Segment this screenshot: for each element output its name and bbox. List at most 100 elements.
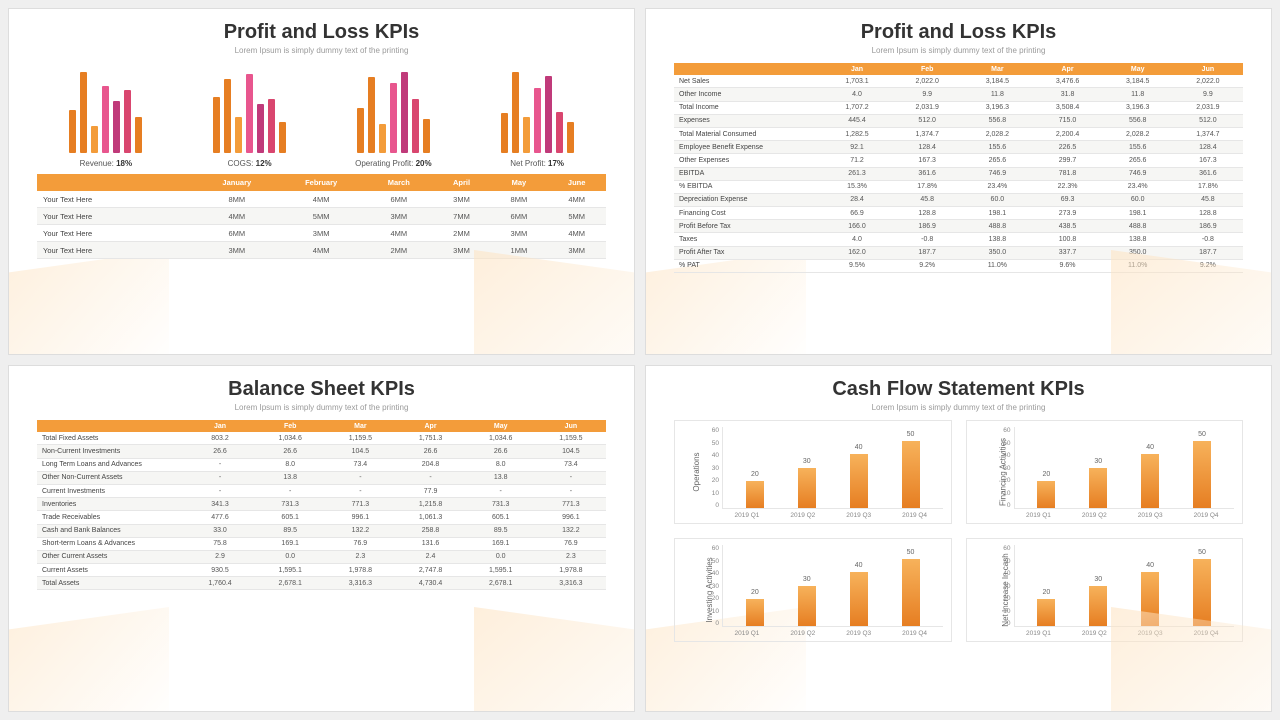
table-row: Your Text Here8MM4MM6MM3MM8MM4MM bbox=[37, 191, 606, 208]
chart-bar bbox=[523, 117, 530, 153]
table-row: % EBITDA15.3%17.8%23.4%22.3%23.4%17.8% bbox=[674, 180, 1243, 193]
chart-bar bbox=[224, 79, 231, 153]
slide-3: Balance Sheet KPIs Lorem Ipsum is simply… bbox=[8, 365, 635, 712]
slide2-table: JanFebMarAprMayJunNet Sales1,703.12,022.… bbox=[674, 63, 1243, 273]
slide3-table: JanFebMarAprMayJunTotal Fixed Assets803.… bbox=[37, 420, 606, 590]
bar-group-label: COGS: 12% bbox=[187, 159, 313, 168]
table-row: Current Investments---77.9-- bbox=[37, 484, 606, 497]
chart-bar: 40 bbox=[1141, 572, 1159, 626]
table-row: Total Material Consumed1,282.51,374.72,0… bbox=[674, 127, 1243, 140]
chart-bar bbox=[534, 88, 541, 153]
chart-bar bbox=[257, 104, 264, 154]
chart-bar bbox=[545, 76, 552, 153]
table-row: Net Sales1,703.12,022.03,184.53,476.63,1… bbox=[674, 75, 1243, 88]
table-header bbox=[674, 63, 822, 75]
chart-bar: 50 bbox=[1193, 441, 1211, 509]
chart-bar: 20 bbox=[746, 599, 764, 626]
chart-bar bbox=[268, 99, 275, 153]
chart-bar bbox=[135, 117, 142, 153]
mini-chart: Net Increase In cash60504030201002030405… bbox=[966, 538, 1244, 642]
mini-chart: Financing Activities60504030201002030405… bbox=[966, 420, 1244, 524]
table-row: Profit Before Tax166.0186.9488.8438.5488… bbox=[674, 220, 1243, 233]
chart-bar bbox=[423, 119, 430, 153]
chart-bar bbox=[512, 72, 519, 153]
table-header: February bbox=[277, 174, 365, 191]
table-row: Your Text Here4MM5MM3MM7MM6MM5MM bbox=[37, 208, 606, 225]
chart-bar bbox=[213, 97, 220, 153]
table-row: Other Expenses71.2167.3265.6299.7265.616… bbox=[674, 154, 1243, 167]
chart-ylabel: Operations bbox=[692, 452, 701, 491]
table-row: Long Term Loans and Advances-8.073.4204.… bbox=[37, 458, 606, 471]
table-header: May bbox=[466, 420, 536, 432]
table-row: Cash and Bank Balances33.089.5132.2258.8… bbox=[37, 524, 606, 537]
chart-bar: 30 bbox=[1089, 468, 1107, 509]
mini-chart: Operations6050403020100203040502019 Q120… bbox=[674, 420, 952, 524]
slide-2: Profit and Loss KPIs Lorem Ipsum is simp… bbox=[645, 8, 1272, 355]
table-row: Your Text Here3MM4MM2MM3MM1MM3MM bbox=[37, 242, 606, 259]
table-row: Inventories341.3731.3771.31,215.8731.377… bbox=[37, 498, 606, 511]
chart-bar: 40 bbox=[850, 572, 868, 626]
bar-group: Revenue: 18% bbox=[43, 63, 169, 168]
table-header: June bbox=[547, 174, 606, 191]
chart-bar: 50 bbox=[902, 441, 920, 509]
table-row: Total Income1,707.22,031.93,196.33,508.4… bbox=[674, 101, 1243, 114]
chart-bar: 40 bbox=[850, 454, 868, 508]
table-header: May bbox=[490, 174, 547, 191]
mini-chart: Investing Activities60504030201002030405… bbox=[674, 538, 952, 642]
table-row: Non-Current Investments26.626.6104.526.6… bbox=[37, 445, 606, 458]
slide3-title: Balance Sheet KPIs bbox=[37, 378, 606, 401]
chart-bar bbox=[235, 117, 242, 153]
table-row: EBITDA261.3361.6746.9781.8746.9361.6 bbox=[674, 167, 1243, 180]
chart-bar bbox=[501, 113, 508, 153]
table-header: Jan bbox=[185, 420, 255, 432]
table-row: Total Assets1,760.42,678.13,316.34,730.4… bbox=[37, 577, 606, 590]
table-header: March bbox=[365, 174, 433, 191]
table-row: Financing Cost66.9128.8198.1273.9198.112… bbox=[674, 207, 1243, 220]
chart-bar bbox=[357, 108, 364, 153]
chart-bar bbox=[556, 112, 563, 153]
bar-group: Operating Profit: 20% bbox=[331, 63, 457, 168]
table-row: Profit After Tax162.0187.7350.0337.7350.… bbox=[674, 246, 1243, 259]
slide1-table: JanuaryFebruaryMarchAprilMayJuneYour Tex… bbox=[37, 174, 606, 259]
table-header: Mar bbox=[325, 420, 395, 432]
bar-group: COGS: 12% bbox=[187, 63, 313, 168]
chart-bar bbox=[113, 101, 120, 153]
table-row: Taxes4.0-0.8138.8100.8138.8-0.8 bbox=[674, 233, 1243, 246]
table-header: Apr bbox=[1032, 63, 1102, 75]
slide-4: Cash Flow Statement KPIs Lorem Ipsum is … bbox=[645, 365, 1272, 712]
chart-bar bbox=[368, 77, 375, 154]
table-row: % PAT9.5%9.2%11.0%9.6%11.0%9.2% bbox=[674, 259, 1243, 272]
table-row: Trade Receivables477.6605.1996.11,061.36… bbox=[37, 511, 606, 524]
chart-bar bbox=[124, 90, 131, 153]
slide1-subtitle: Lorem Ipsum is simply dummy text of the … bbox=[37, 46, 606, 55]
chart-bar bbox=[412, 99, 419, 153]
table-header: Feb bbox=[892, 63, 962, 75]
chart-bar: 30 bbox=[798, 586, 816, 627]
slide-1: Profit and Loss KPIs Lorem Ipsum is simp… bbox=[8, 8, 635, 355]
chart-bar bbox=[390, 83, 397, 153]
table-header: Apr bbox=[395, 420, 465, 432]
table-row: Total Fixed Assets803.21,034.61,159.51,7… bbox=[37, 432, 606, 445]
table-row: Employee Benefit Expense92.1128.4155.622… bbox=[674, 141, 1243, 154]
chart-bar: 40 bbox=[1141, 454, 1159, 508]
chart-bar: 30 bbox=[1089, 586, 1107, 627]
table-row: Other Non-Current Assets-13.8--13.8- bbox=[37, 471, 606, 484]
table-header: January bbox=[196, 174, 277, 191]
table-row: Short-term Loans & Advances75.8169.176.9… bbox=[37, 537, 606, 550]
bar-group-label: Net Profit: 17% bbox=[474, 159, 600, 168]
bar-group-label: Operating Profit: 20% bbox=[331, 159, 457, 168]
chart-bar bbox=[567, 122, 574, 153]
chart-bar bbox=[379, 124, 386, 153]
table-row: Current Assets930.51,595.11,978.82,747.8… bbox=[37, 564, 606, 577]
chart-bar bbox=[102, 86, 109, 154]
table-header: Jan bbox=[822, 63, 892, 75]
chart-bar bbox=[80, 72, 87, 153]
chart-bar: 30 bbox=[798, 468, 816, 509]
slide4-subtitle: Lorem Ipsum is simply dummy text of the … bbox=[674, 403, 1243, 412]
chart-bar bbox=[279, 122, 286, 154]
slide4-chart-grid: Operations6050403020100203040502019 Q120… bbox=[674, 420, 1243, 642]
table-row: Other Income4.09.911.831.811.89.9 bbox=[674, 88, 1243, 101]
chart-bar bbox=[91, 126, 98, 153]
chart-bar bbox=[246, 74, 253, 153]
slide2-subtitle: Lorem Ipsum is simply dummy text of the … bbox=[674, 46, 1243, 55]
